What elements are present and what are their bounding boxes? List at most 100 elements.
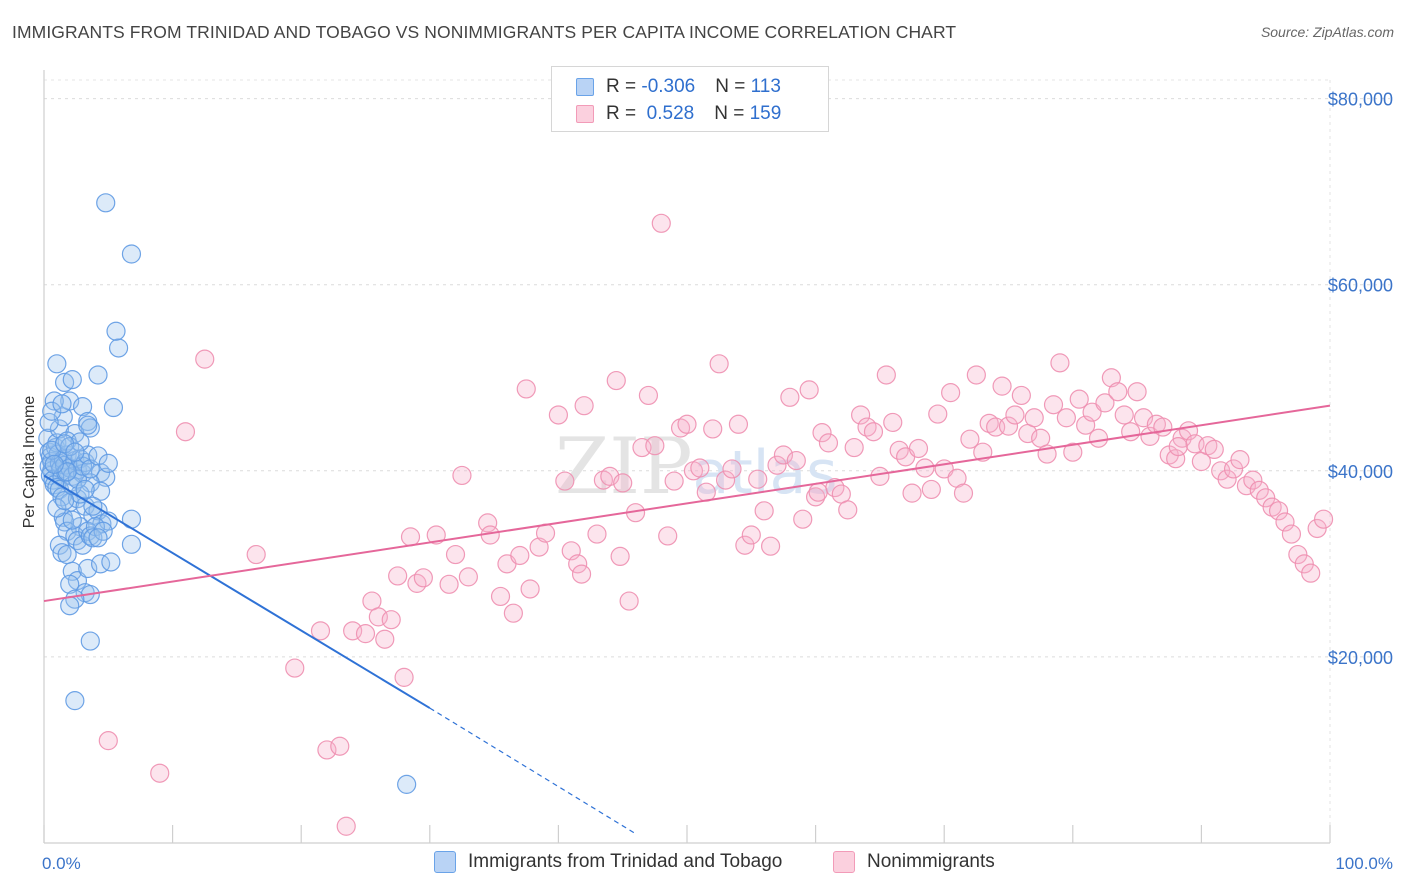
- immigrants-point: [49, 419, 70, 439]
- immigrants-point: [54, 372, 75, 393]
- nonimmigrants-point: [330, 736, 350, 756]
- nonimmigrants-point: [715, 470, 736, 490]
- nonimmigrants-point: [960, 429, 980, 449]
- nonimmigrants-point: [503, 603, 523, 623]
- nonimmigrants-point: [741, 525, 761, 545]
- immigrants-point: [60, 574, 80, 594]
- watermark-text: ZIPatlas: [555, 422, 838, 512]
- immigrants-point: [88, 365, 108, 385]
- immigrants-point: [121, 244, 142, 264]
- nonimmigrants-point: [966, 365, 986, 385]
- nonimmigrants-point: [870, 466, 890, 486]
- immigrants-point: [80, 631, 100, 651]
- nonimmigrants-point: [510, 545, 530, 566]
- nonimmigrants-point: [664, 471, 684, 491]
- nonimmigrants-point: [1313, 509, 1334, 529]
- immigrants-point: [60, 437, 80, 457]
- nonimmigrants-point: [703, 419, 723, 439]
- immigrants-point: [101, 552, 121, 572]
- nonimmigrants-point: [786, 450, 806, 471]
- nonimmigrants-point: [1275, 512, 1295, 532]
- nonimmigrants-point: [400, 527, 421, 547]
- nonimmigrants-point: [574, 396, 594, 416]
- nonimmigrants-point: [1288, 544, 1308, 565]
- nonimmigrants-point: [458, 567, 478, 587]
- nonimmigrants-point: [1056, 408, 1076, 428]
- nonimmigrants-point: [748, 469, 768, 489]
- nonimmigrants-point: [876, 365, 896, 385]
- nonimmigrants-point: [613, 473, 633, 493]
- nonimmigrants-point: [413, 568, 433, 588]
- nonimmigrants-point: [709, 354, 729, 374]
- immigrants-point: [88, 446, 108, 466]
- x-tick-label-max: 100.0%: [1335, 854, 1393, 873]
- legend-r-label: R =: [606, 76, 642, 97]
- nonimmigrants-point: [529, 537, 549, 557]
- nonimmigrants-point: [728, 414, 749, 434]
- nonimmigrants-point: [587, 524, 607, 544]
- legend-row-nonimmigrants: R = 0.528 N = 159: [576, 101, 781, 127]
- correlation-legend: R = -0.306 N = 113 R = 0.528 N = 159: [551, 66, 829, 132]
- nonimmigrants-point: [478, 513, 498, 533]
- nonimmigrants-point: [735, 535, 755, 555]
- nonimmigrants-point: [1108, 382, 1128, 402]
- nonimmigrants-point: [921, 479, 941, 500]
- nonimmigrants-point: [394, 667, 414, 687]
- nonimmigrants-point: [658, 526, 678, 546]
- immigrants-point: [106, 321, 126, 341]
- nonimmigrants-point: [1243, 470, 1263, 490]
- nonimmigrants-point: [610, 546, 630, 567]
- immigrants-point: [44, 454, 64, 474]
- nonimmigrants-point: [851, 405, 871, 425]
- nonimmigrants-point: [619, 591, 639, 611]
- nonimmigrants-point: [388, 566, 408, 586]
- nonimmigrants-point: [908, 438, 929, 459]
- nonimmigrants-point: [953, 483, 974, 503]
- nonimmigrants-point: [863, 422, 884, 442]
- immigrants-point: [52, 394, 72, 414]
- nonimmigrants-point: [1069, 389, 1089, 409]
- nonimmigrants-point: [992, 376, 1012, 396]
- series-label-nonimmigrants: Nonimmigrants: [867, 851, 995, 872]
- nonimmigrants-point: [1088, 428, 1109, 448]
- series-legend-immigrants: Immigrants from Trinidad and Tobago: [434, 851, 782, 873]
- y-tick-label: $80,000: [1328, 90, 1393, 110]
- nonimmigrants-point: [520, 579, 540, 599]
- nonimmigrants-point: [1230, 450, 1250, 470]
- nonimmigrants-point: [760, 536, 781, 556]
- immigrants-point: [98, 453, 118, 473]
- nonimmigrants-point: [606, 370, 626, 391]
- immigrants-point: [78, 558, 98, 579]
- nonimmigrants-point: [548, 405, 569, 425]
- legend-n-value: 113: [750, 76, 781, 97]
- legend-swatch-blue: [576, 78, 594, 96]
- nonimmigrants-point: [317, 740, 337, 760]
- nonimmigrants-point: [1114, 405, 1134, 425]
- tick-labels: $20,000 $40,000 $60,000 $80,000 0.0% 100.0%: [42, 90, 1393, 873]
- nonimmigrants-point: [1281, 524, 1302, 544]
- grid-lines: [44, 79, 1390, 843]
- nonimmigrants-point: [426, 525, 446, 545]
- nonimmigrants-point: [1168, 437, 1188, 457]
- immigrants-point: [75, 479, 95, 500]
- nonimmigrants-trend-line: [43, 404, 1331, 603]
- immigrants-trend-extension: [429, 707, 636, 835]
- nonimmigrants-point: [793, 509, 813, 529]
- source-note: Source: ZipAtlas.com: [1260, 24, 1394, 40]
- nonimmigrants-point: [555, 471, 575, 491]
- nonimmigrants-point: [1101, 368, 1121, 388]
- series-swatch-pink: [833, 851, 855, 873]
- nonimmigrants-point: [445, 544, 466, 565]
- nonimmigrants-point: [780, 387, 800, 407]
- nonimmigrants-point: [808, 482, 828, 502]
- nonimmigrants-point: [799, 380, 819, 400]
- nonimmigrants-point: [535, 523, 556, 543]
- nonimmigrants-point: [452, 465, 472, 486]
- legend-r-value: -0.306: [641, 76, 696, 97]
- nonimmigrants-point: [1050, 353, 1070, 373]
- nonimmigrants-point: [941, 383, 961, 403]
- nonimmigrants-point: [1294, 554, 1314, 574]
- nonimmigrants-points: [98, 213, 1334, 836]
- nonimmigrants-point: [285, 658, 305, 678]
